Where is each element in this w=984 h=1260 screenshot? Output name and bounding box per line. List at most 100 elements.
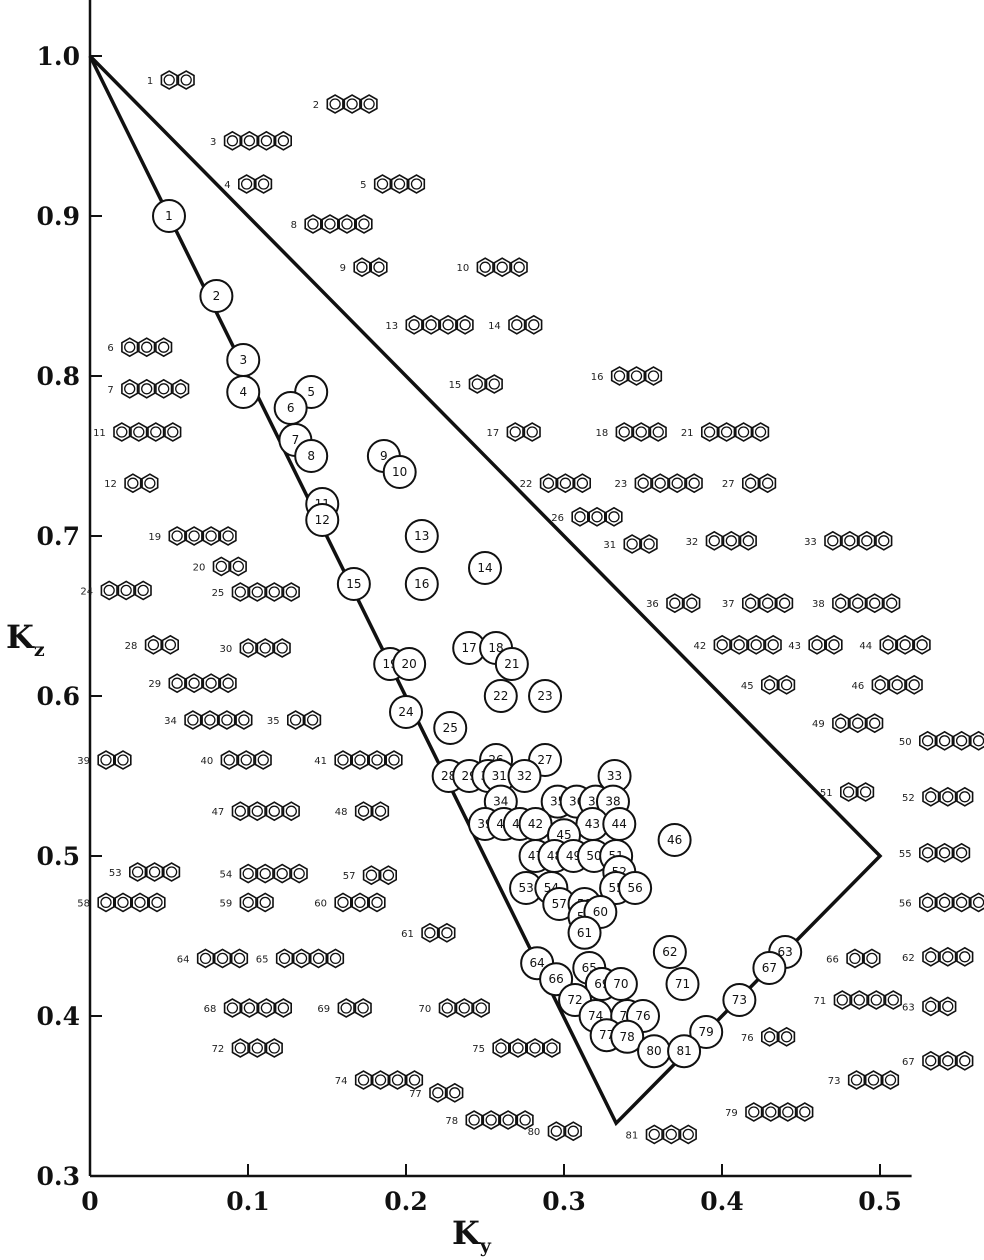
data-point: 78 [610, 1019, 645, 1054]
ring-inner-circle [199, 952, 212, 965]
ring-inner-circle [859, 786, 872, 798]
ring-inner-circle [637, 477, 649, 489]
ring-shape [124, 473, 142, 494]
ring-shape [100, 580, 118, 601]
ring-inner-circle [574, 511, 586, 523]
structure-number: 1 [147, 76, 153, 87]
structure-sketch: 7 [107, 378, 190, 399]
structure-sketch: 49 [812, 713, 884, 734]
ring-shape [371, 801, 390, 822]
ring-shape [429, 1082, 447, 1103]
ring-shape [935, 892, 954, 913]
data-point-label: 8 [307, 449, 315, 463]
ring-inner-circle [519, 1114, 531, 1126]
ring-shape [304, 214, 322, 234]
ring-shape [248, 801, 266, 822]
ring-shape [456, 314, 474, 335]
ring-inner-circle [151, 896, 163, 909]
ring-inner-circle [357, 805, 370, 817]
structure-number: 26 [551, 513, 564, 524]
ring-shape [121, 337, 139, 358]
structure-number: 37 [722, 599, 735, 610]
ring-inner-circle [836, 994, 848, 1006]
structure-number: 72 [212, 1044, 225, 1055]
data-point-circle [752, 951, 787, 985]
ring-shape [939, 786, 957, 807]
structure-sketch: 16 [591, 366, 663, 386]
data-point-label: 34 [493, 795, 508, 809]
ring-shape [634, 473, 652, 494]
data-point-circle [226, 375, 261, 409]
data-point-label: 27 [537, 753, 552, 767]
ring-shape [465, 1110, 483, 1130]
data-point: 33 [597, 759, 632, 793]
ring-inner-circle [613, 370, 626, 382]
data-point-circle [603, 967, 638, 1001]
ring-shape [390, 174, 409, 194]
data-point: 8 [294, 439, 329, 473]
ring-inner-circle [204, 714, 216, 726]
data-point: 17 [452, 631, 487, 665]
ring-inner-circle [869, 597, 881, 609]
ring-inner-circle [884, 1074, 897, 1086]
ring-shape [610, 366, 629, 386]
data-point: 14 [468, 551, 502, 585]
ring-shape [846, 948, 864, 969]
data-point: 79 [689, 1015, 724, 1049]
ring-shape [525, 314, 543, 335]
data-point: 81 [667, 1034, 702, 1069]
data-point: 22 [483, 679, 518, 713]
ring-inner-circle [850, 1074, 863, 1086]
ring-shape [832, 713, 850, 734]
data-point-label: 73 [732, 993, 747, 1007]
ring-inner-circle [120, 584, 132, 597]
structure-number: 16 [591, 372, 604, 383]
structure-sketch: 28 [125, 634, 179, 655]
ring-inner-circle [955, 896, 968, 909]
ring-shape [623, 534, 641, 554]
ring-shape [368, 892, 386, 913]
ring-inner-circle [878, 535, 890, 547]
ring-shape [883, 593, 901, 614]
data-point: 57 [542, 887, 577, 921]
x-axis-label: Ky [452, 1214, 492, 1257]
data-point: 32 [507, 759, 542, 793]
ring-shape [969, 892, 984, 913]
ring-shape [355, 214, 373, 234]
structure-number: 43 [788, 641, 801, 652]
ring-inner-circle [626, 538, 638, 550]
ring-inner-circle [410, 178, 423, 190]
ring-shape [956, 1050, 974, 1071]
structure-number: 46 [851, 681, 864, 692]
ring-inner-circle [546, 1042, 558, 1054]
ring-inner-circle [148, 866, 161, 878]
ring-shape [952, 892, 971, 913]
data-point-label: 45 [556, 828, 571, 842]
ring-inner-circle [765, 1106, 777, 1118]
ring-inner-circle [205, 677, 217, 689]
structure-number: 2 [313, 100, 319, 111]
ring-inner-circle [942, 951, 954, 963]
ring-shape [114, 750, 132, 770]
data-point: 24 [389, 695, 423, 729]
structure-sketch: 33 [804, 530, 893, 551]
structure-number: 54 [219, 870, 232, 881]
ring-shape [510, 257, 528, 278]
ring-inner-circle [767, 639, 779, 651]
ring-inner-circle [354, 896, 366, 909]
ring-shape [256, 863, 274, 884]
structure-number: 80 [528, 1127, 541, 1138]
structure-sketch: 47 [212, 801, 300, 822]
data-point-circle [392, 647, 427, 681]
data-point: 67 [752, 951, 787, 985]
ring-shape [863, 948, 881, 969]
ring-shape [455, 998, 473, 1018]
structure-sketch: 53 [109, 862, 181, 882]
ring-inner-circle [276, 867, 288, 880]
ring-inner-circle [158, 341, 170, 353]
data-point: 4 [226, 375, 261, 409]
structure-sketch: 59 [219, 892, 274, 913]
ring-inner-circle [223, 754, 235, 766]
ring-inner-circle [144, 477, 156, 489]
structure-number: 21 [681, 428, 694, 439]
